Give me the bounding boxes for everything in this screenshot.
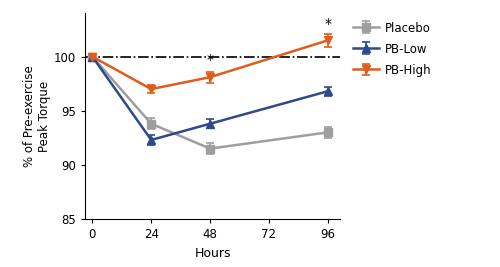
- X-axis label: Hours: Hours: [194, 246, 231, 260]
- Y-axis label: % of Pre-exercise
Peak Torque: % of Pre-exercise Peak Torque: [23, 65, 51, 167]
- Legend: Placebo, PB-Low, PB-High: Placebo, PB-Low, PB-High: [351, 19, 434, 80]
- Text: *: *: [206, 53, 214, 68]
- Text: *: *: [324, 17, 331, 31]
